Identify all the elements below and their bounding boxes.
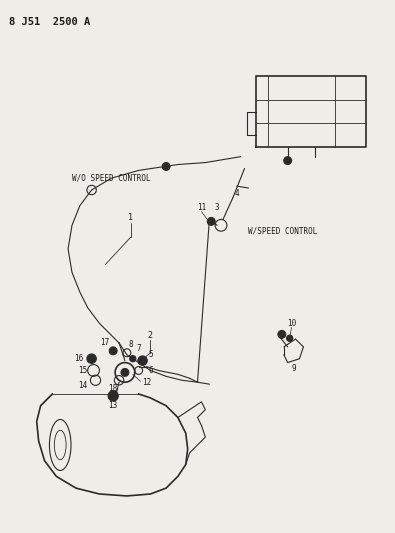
Text: 13: 13 [109, 401, 118, 410]
Circle shape [109, 347, 117, 355]
Text: 11: 11 [197, 203, 206, 212]
Text: 8 J51  2500 A: 8 J51 2500 A [9, 18, 90, 27]
Circle shape [130, 356, 136, 362]
Text: 17: 17 [100, 338, 109, 348]
Text: 3: 3 [215, 203, 220, 212]
Circle shape [207, 217, 215, 225]
Text: 12: 12 [143, 378, 152, 387]
Text: 14: 14 [79, 381, 88, 390]
Circle shape [286, 335, 293, 342]
Text: 6: 6 [149, 366, 153, 375]
Text: W/O SPEED CONTROL: W/O SPEED CONTROL [72, 174, 150, 183]
Circle shape [162, 163, 170, 171]
Circle shape [138, 356, 147, 365]
Text: 8: 8 [129, 341, 134, 350]
Text: W/SPEED CONTROL: W/SPEED CONTROL [248, 227, 318, 236]
Text: 7: 7 [137, 344, 141, 353]
Text: 10: 10 [287, 319, 296, 328]
Text: 9: 9 [291, 364, 296, 373]
Text: 4: 4 [234, 189, 239, 198]
Circle shape [108, 391, 118, 401]
Text: 16: 16 [75, 354, 84, 363]
Text: 15: 15 [79, 366, 88, 375]
Text: 18: 18 [108, 384, 117, 393]
Text: 5: 5 [149, 350, 153, 359]
Text: 2: 2 [148, 330, 153, 340]
Circle shape [121, 368, 129, 376]
Circle shape [284, 157, 292, 165]
Text: 1: 1 [128, 213, 134, 222]
Circle shape [278, 330, 286, 338]
Circle shape [87, 354, 96, 364]
